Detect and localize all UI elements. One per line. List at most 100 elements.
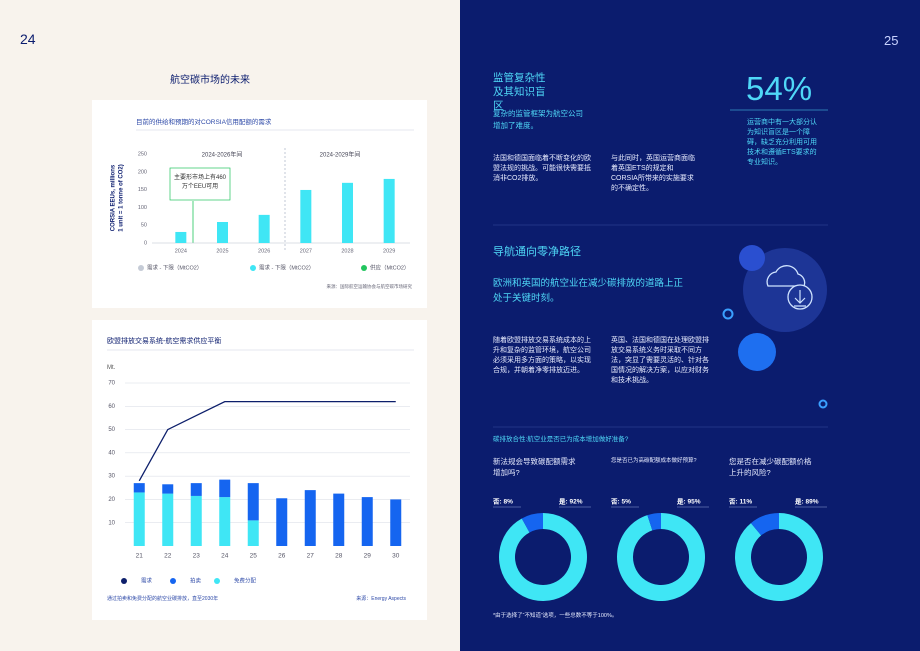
decor-circle	[738, 333, 776, 371]
x-tick-label: 30	[392, 553, 400, 560]
legend-label: 供应（MtCO2）	[370, 263, 409, 271]
donut-label: 是: 89%	[794, 497, 819, 506]
legend-label: 拍卖	[190, 576, 202, 584]
bar-segment	[133, 492, 145, 546]
donut-segment	[521, 513, 543, 533]
bar-segment	[304, 490, 316, 546]
legend-label: 免费分配	[234, 576, 257, 584]
chart-footer: 通过拍卖和免费分配的航空业碳排放，直至2030年	[107, 596, 219, 602]
donut-segment	[617, 513, 706, 602]
donut-segment	[647, 513, 661, 531]
y-tick-label: 200	[138, 169, 147, 175]
x-tick-label: 21	[136, 553, 144, 560]
decor-ring	[818, 399, 828, 409]
x-tick-label: 25	[250, 553, 258, 560]
donut-segment	[735, 513, 824, 602]
bar	[383, 178, 395, 243]
bar	[342, 182, 353, 243]
y-tick-label: 70	[108, 381, 115, 387]
x-tick-label: 29	[364, 553, 372, 560]
chart-card	[92, 320, 427, 620]
page-number: 25	[884, 33, 899, 48]
donut-label: 否: 5%	[610, 498, 631, 506]
chart-title: 欧盟排放交易系统-航空需求供应平衡	[107, 338, 222, 345]
period-label: 2024-2026年间	[202, 151, 243, 159]
bar-segment	[333, 493, 345, 546]
download-arrow	[794, 290, 806, 307]
annotation: 主要形市场上有460万个EEU可用	[173, 175, 226, 190]
source: 来源：国际航空运输协会与航空碳市场研究	[326, 284, 413, 289]
y-tick-label: 40	[108, 450, 115, 456]
decor-ring	[722, 308, 734, 320]
bar-segment	[190, 495, 202, 546]
bar-segment	[247, 520, 259, 546]
legend-swatch	[214, 578, 220, 584]
x-tick-label: 24	[221, 553, 229, 560]
bar	[175, 231, 187, 243]
footnote: *由于选择了“不知道”选项，一些总数不等于100%。	[493, 613, 618, 619]
legend-label: 需求 - 下限（MtCO2）	[259, 263, 314, 271]
paragraph: 随着欧盟排放交易系统成本的上升和复杂的监管环境，航空公司必须采用多方面的策略，以…	[493, 337, 591, 374]
y-tick-label: 60	[108, 404, 115, 410]
bar-segment	[162, 484, 174, 494]
donut-segment	[499, 513, 588, 601]
survey-question: 您是否已为高碳配额成本做好预算?	[611, 458, 697, 464]
y-tick-label: 50	[141, 223, 147, 229]
paragraph: 英国、法国和德国在处理欧盟排放交易系统义务时采取不同方法，突显了需要灵活的、针对…	[611, 337, 709, 384]
y-tick-label: 100	[138, 205, 147, 211]
y-tick-label: 150	[138, 187, 147, 193]
x-tick-label: 2025	[216, 248, 228, 254]
y-tick-label: 50	[108, 427, 115, 433]
donut-label: 是: 95%	[676, 497, 701, 506]
legend-label: 需求 - 下限（MtCO2）	[147, 263, 202, 271]
x-tick-label: 23	[193, 553, 201, 560]
bar-segment	[162, 493, 174, 546]
left-title: 航空碳市场的未来	[170, 75, 250, 86]
chart-title: 目前的供给和预期的对CORSIA信用配额的需求	[136, 119, 272, 126]
legend-swatch	[138, 265, 144, 271]
stat-text: 运营商中有一大部分认为知识盲区是一个障碍，缺乏充分利用可用技术和遵循ETS要求的…	[747, 119, 817, 166]
y-tick-label: 250	[138, 151, 147, 157]
x-tick-label: 2027	[300, 248, 312, 254]
legend-swatch	[121, 578, 127, 584]
y-tick-label: 20	[108, 497, 115, 503]
survey-question: 新法规会导致碳配额需求增加吗?	[493, 457, 576, 477]
x-tick-label: 27	[307, 553, 315, 560]
stat-value: 54%	[746, 70, 813, 107]
donut-label: 是: 92%	[558, 497, 583, 506]
line-series	[138, 400, 396, 482]
x-tick-label: 22	[164, 553, 172, 560]
y-axis-label: CORSIA EEUs, millions	[111, 164, 117, 231]
bar-segment	[247, 483, 259, 521]
section-subtitle: 欧洲和英国的航空业在减少碳排放的道路上正处于关键时刻。	[493, 278, 684, 304]
y-tick-label: 10	[108, 520, 115, 526]
y-axis-label: 1 unit = 1 tonne of CO2)	[119, 164, 125, 232]
source: 来源：Energy Aspects	[356, 596, 406, 602]
survey-heading: 碳排放合性:航空业是否已为成本增加做好准备?	[493, 436, 629, 443]
donut-label: 否: 8%	[492, 498, 513, 506]
survey-question: 您是否在减少碳配额价格上升的风险?	[729, 457, 812, 477]
legend-swatch	[170, 578, 176, 584]
donut-label: 否: 11%	[728, 498, 752, 506]
x-tick-label: 2029	[383, 248, 395, 254]
unit-label: Mt.	[107, 365, 116, 371]
bar-segment	[219, 479, 231, 498]
bar-segment	[361, 497, 373, 546]
bar	[300, 189, 312, 243]
paragraph: 与此同时，英国运营商面临着英国ETS的规定和CORSIA所带来的实施要求的不确定…	[611, 155, 695, 192]
donut-segment	[750, 513, 779, 536]
section-subtitle: 复杂的监管框架为航空公司增加了难度。	[493, 109, 583, 130]
section-title: 监管复杂性及其知识盲区	[493, 72, 546, 112]
legend-label: 需求	[141, 576, 153, 584]
bar	[217, 221, 228, 243]
y-tick-label: 30	[108, 474, 115, 480]
page-number: 24	[20, 31, 36, 47]
bar-segment	[276, 498, 288, 546]
x-tick-label: 2026	[258, 248, 270, 254]
legend-swatch	[250, 265, 256, 271]
decor-circle	[743, 248, 827, 332]
bar	[258, 214, 270, 243]
x-tick-label: 26	[278, 553, 286, 560]
